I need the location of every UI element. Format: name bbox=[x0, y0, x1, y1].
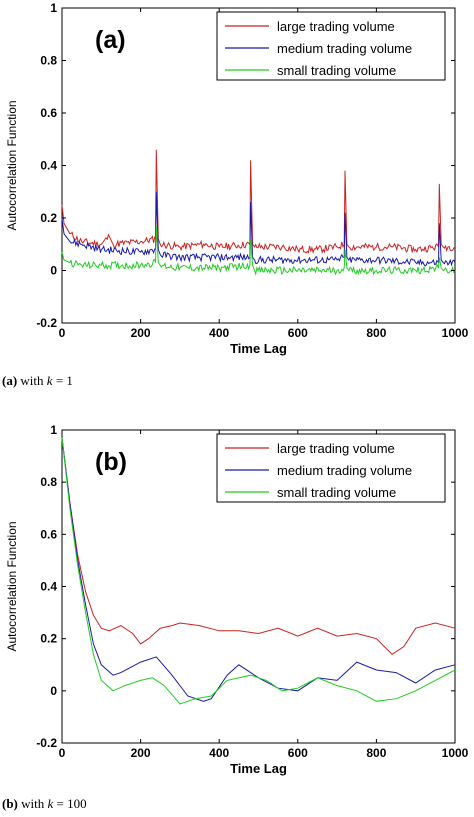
y-tick-label-b-0: -0.2 bbox=[36, 736, 57, 750]
series-line-b-0 bbox=[61, 437, 456, 655]
legend-box-a bbox=[216, 11, 446, 81]
caption-a-rest: = 1 bbox=[55, 373, 73, 388]
caption-b: (b) with k = 100 bbox=[2, 796, 87, 812]
y-tick-label-b-2: 0.2 bbox=[40, 632, 57, 646]
caption-b-var: k bbox=[47, 796, 54, 811]
caption-a: (a) with k = 1 bbox=[2, 373, 73, 389]
x-tick-label-a-4: 800 bbox=[366, 326, 386, 340]
y-tick-label-a-5: 0.8 bbox=[40, 54, 57, 68]
legend-label-a-1: medium trading volume bbox=[277, 41, 412, 56]
panel-label-a: (a) bbox=[95, 26, 126, 54]
y-tick-label-a-3: 0.4 bbox=[40, 159, 57, 173]
x-tick-label-a-5: 1000 bbox=[442, 326, 469, 340]
x-tick-label-a-2: 400 bbox=[209, 326, 229, 340]
legend-label-a-2: small trading volume bbox=[277, 63, 396, 78]
x-tick-label-a-3: 600 bbox=[288, 326, 308, 340]
caption-a-text: with bbox=[20, 373, 44, 388]
legend-label-a-0: large trading volume bbox=[277, 19, 395, 34]
legend-label-b-0: large trading volume bbox=[277, 441, 395, 456]
chart-panel-a: 0 200 400 600 800 1000-0.200.20.40.60.81Time … bbox=[5, 1, 469, 356]
legend-label-b-1: medium trading volume bbox=[277, 463, 412, 478]
chart-panel-b: 0 200 400 600 800 1000-0.200.20.40.60.81Time … bbox=[5, 423, 469, 776]
y-tick-label-a-2: 0.2 bbox=[40, 211, 57, 225]
caption-a-label: (a) bbox=[2, 373, 18, 388]
series-line-a-0 bbox=[61, 149, 456, 255]
x-axis-label-b: Time Lag bbox=[230, 761, 287, 776]
x-tick-label-b-3: 600 bbox=[288, 746, 308, 760]
series-line-b-2 bbox=[61, 437, 456, 705]
legend-label-b-2: small trading volume bbox=[277, 485, 396, 500]
series-line-a-1 bbox=[61, 191, 456, 267]
caption-b-label: (b) bbox=[2, 796, 18, 811]
y-tick-label-b-4: 0.6 bbox=[40, 527, 57, 541]
x-tick-label-a-1: 200 bbox=[131, 326, 151, 340]
y-tick-label-a-4: 0.6 bbox=[40, 106, 57, 120]
y-tick-label-a-1: 0 bbox=[50, 264, 57, 278]
caption-b-rest: = 100 bbox=[56, 796, 87, 811]
y-tick-label-a-0: -0.2 bbox=[36, 316, 57, 330]
caption-a-var: k bbox=[46, 373, 53, 388]
series-line-a-2 bbox=[61, 225, 456, 276]
y-tick-label-b-3: 0.4 bbox=[40, 580, 57, 594]
x-tick-label-b-0: 0 bbox=[59, 746, 66, 760]
x-axis-label-a: Time Lag bbox=[230, 341, 287, 356]
series-line-b-1 bbox=[61, 437, 456, 702]
x-tick-label-a-0: 0 bbox=[59, 326, 66, 340]
y-tick-label-b-6: 1 bbox=[50, 423, 57, 437]
y-tick-label-b-5: 0.8 bbox=[40, 475, 57, 489]
panel-label-b: (b) bbox=[95, 448, 127, 476]
caption-b-text: with bbox=[21, 796, 45, 811]
x-tick-label-b-1: 200 bbox=[131, 746, 151, 760]
y-tick-label-a-6: 1 bbox=[50, 1, 57, 15]
legend-box-b bbox=[216, 433, 446, 503]
y-axis-label-a: Autocorrelation Function bbox=[5, 100, 19, 230]
x-tick-label-b-4: 800 bbox=[366, 746, 386, 760]
x-tick-label-b-2: 400 bbox=[209, 746, 229, 760]
y-tick-label-b-1: 0 bbox=[50, 684, 57, 698]
x-tick-label-b-5: 1000 bbox=[442, 746, 469, 760]
y-axis-label-b: Autocorrelation Function bbox=[5, 521, 19, 651]
